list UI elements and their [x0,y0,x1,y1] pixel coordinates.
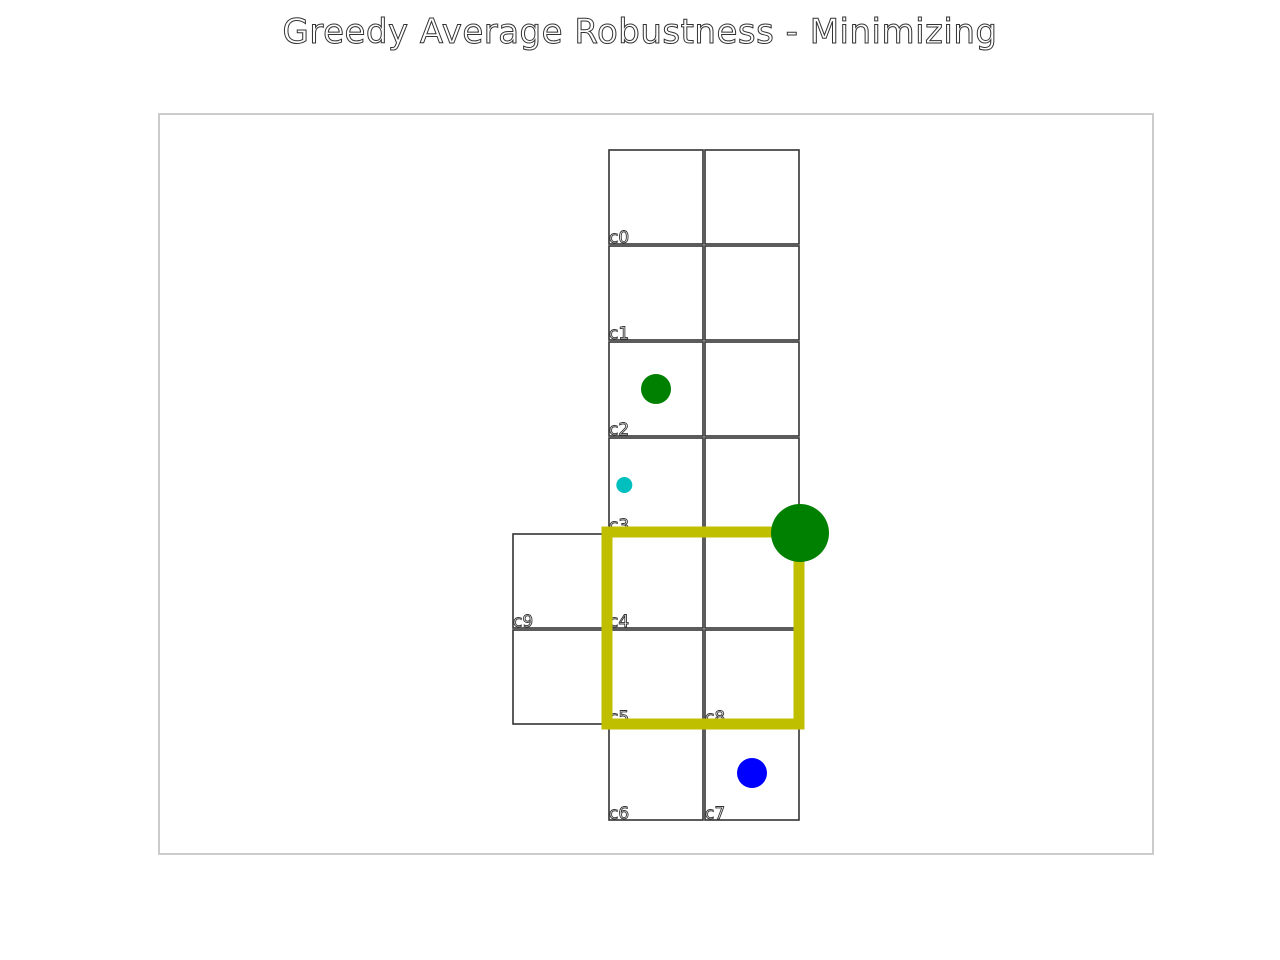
markers-layer [616,374,829,788]
cell-label: c1 [609,324,629,344]
green-marker-small [641,374,671,404]
grid-cell [704,341,800,437]
chart-title: Greedy Average Robustness - Minimizing [282,12,998,53]
cell-label: c9 [513,612,533,632]
cell-label: c7 [705,804,725,824]
grid-cell-c0 [608,149,704,245]
plot-frame [158,113,1154,855]
cell-label: c6 [609,804,629,824]
grid-cell [512,629,608,725]
grid-cell [704,245,800,341]
grid-cell-c1 [608,245,704,341]
highlight-region [601,526,805,730]
grid-cell [704,149,800,245]
blue-marker [737,758,767,788]
highlight-layer [601,526,805,730]
cell-label: c4 [609,612,629,632]
cyan-marker [616,477,633,493]
grid-cell-c2 [608,341,704,437]
cell-label: c0 [609,228,629,248]
cell-label: c2 [609,420,629,440]
green-marker-large [771,504,829,562]
